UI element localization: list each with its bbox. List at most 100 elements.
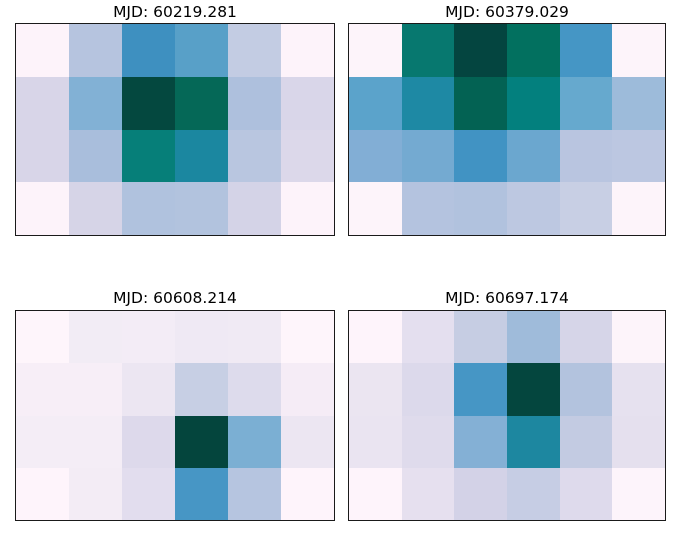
heatmap-cell — [281, 311, 334, 364]
heatmap-cell — [454, 182, 507, 235]
heatmap-panel-bottom-right — [348, 310, 666, 521]
heatmap-cell — [281, 467, 334, 520]
heatmap-cell — [228, 76, 281, 130]
heatmap-cell — [559, 182, 613, 235]
heatmap-cell — [175, 76, 228, 130]
heatmap-cell — [69, 467, 122, 520]
heatmap-cell — [175, 363, 228, 416]
heatmap-panel-bottom-left — [15, 310, 335, 521]
heatmap-cell — [175, 311, 228, 364]
heatmap-cell — [401, 415, 455, 468]
heatmap-cell — [175, 24, 228, 77]
heatmap-cell — [175, 182, 228, 235]
heatmap-panel-top-right — [348, 23, 666, 236]
heatmap-cell — [175, 129, 228, 183]
heatmap-cell — [122, 24, 175, 77]
heatmap-cell — [454, 24, 507, 77]
heatmap-cell — [559, 76, 613, 130]
heatmap-cell — [401, 311, 455, 364]
heatmap-cell — [16, 467, 69, 520]
heatmap-cell — [612, 467, 665, 520]
heatmap-cell — [281, 182, 334, 235]
heatmap-cell — [228, 129, 281, 183]
heatmap-cell — [612, 182, 665, 235]
heatmap-cell — [122, 467, 175, 520]
heatmap-cell — [16, 182, 69, 235]
heatmap-cell — [507, 76, 560, 130]
heatmap-panel-top-left — [15, 23, 335, 236]
heatmap-cell — [16, 363, 69, 416]
heatmap-cell — [281, 76, 334, 130]
heatmap-cell — [454, 363, 507, 416]
heatmap-cell — [401, 467, 455, 520]
heatmap-cell — [612, 415, 665, 468]
heatmap-cell — [69, 76, 122, 130]
heatmap-cell — [349, 182, 402, 235]
heatmap-cell — [281, 415, 334, 468]
heatmap-cell — [507, 415, 560, 468]
heatmap-cell — [401, 129, 455, 183]
heatmap-cell — [559, 24, 613, 77]
heatmap-cell — [281, 24, 334, 77]
heatmap-cell — [612, 76, 665, 130]
heatmap-cell — [454, 76, 507, 130]
heatmap-cell — [228, 24, 281, 77]
heatmap-cell — [349, 415, 402, 468]
heatmap-cell — [559, 363, 613, 416]
heatmap-cell — [349, 467, 402, 520]
heatmap-cell — [454, 311, 507, 364]
heatmap-cell — [507, 467, 560, 520]
heatmap-cell — [16, 415, 69, 468]
heatmap-cell — [507, 311, 560, 364]
heatmap-cell — [122, 311, 175, 364]
heatmap-cell — [401, 363, 455, 416]
heatmap-cell — [69, 24, 122, 77]
heatmap-cell — [69, 415, 122, 468]
heatmap-cell — [559, 415, 613, 468]
heatmap-cell — [228, 182, 281, 235]
heatmap-cell — [122, 129, 175, 183]
heatmap-cell — [612, 311, 665, 364]
heatmap-cell — [349, 311, 402, 364]
heatmap-cell — [122, 415, 175, 468]
heatmap-cell — [349, 76, 402, 130]
panel-title-mjd-60379: MJD: 60379.029 — [445, 3, 569, 21]
heatmap-cell — [69, 129, 122, 183]
panel-title-mjd-60608: MJD: 60608.214 — [113, 289, 237, 307]
heatmap-cell — [175, 415, 228, 468]
heatmap-cell — [349, 24, 402, 77]
heatmap-cell — [122, 363, 175, 416]
heatmap-cell — [507, 129, 560, 183]
heatmap-cell — [122, 76, 175, 130]
heatmap-cell — [507, 182, 560, 235]
heatmap-cell — [507, 363, 560, 416]
panel-title-mjd-60697: MJD: 60697.174 — [445, 289, 569, 307]
heatmap-cell — [401, 182, 455, 235]
heatmap-cell — [69, 363, 122, 416]
heatmap-cell — [69, 182, 122, 235]
heatmap-cell — [281, 129, 334, 183]
heatmap-cell — [281, 363, 334, 416]
heatmap-cell — [559, 311, 613, 364]
heatmap-cell — [69, 311, 122, 364]
heatmap-cell — [228, 311, 281, 364]
heatmap-cell — [454, 415, 507, 468]
heatmap-cell — [349, 129, 402, 183]
heatmap-cell — [228, 415, 281, 468]
heatmap-cell — [122, 182, 175, 235]
heatmap-cell — [401, 76, 455, 130]
heatmap-cell — [16, 129, 69, 183]
heatmap-cell — [454, 467, 507, 520]
heatmap-cell — [16, 311, 69, 364]
heatmap-cell — [612, 129, 665, 183]
heatmap-cell — [612, 363, 665, 416]
heatmap-cell — [507, 24, 560, 77]
heatmap-cell — [612, 24, 665, 77]
heatmap-cell — [349, 363, 402, 416]
heatmap-cell — [559, 467, 613, 520]
heatmap-cell — [228, 467, 281, 520]
heatmap-cell — [401, 24, 455, 77]
heatmap-cell — [454, 129, 507, 183]
heatmap-cell — [175, 467, 228, 520]
